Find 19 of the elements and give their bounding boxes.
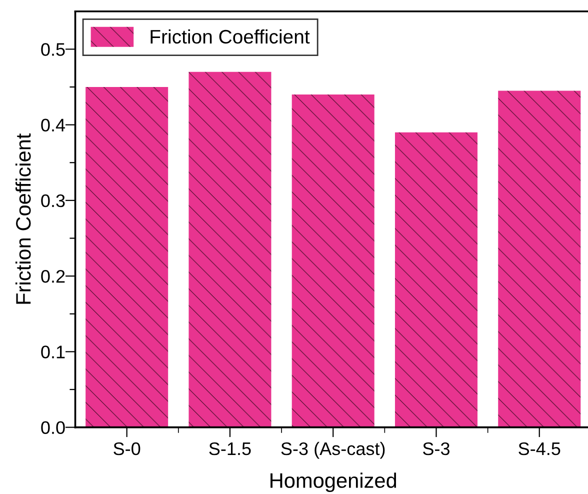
y-tick-label: 0.2 <box>41 270 65 283</box>
x-axis-title: Homogenized <box>270 472 396 492</box>
x-tick-label: S-1.5 <box>209 442 251 456</box>
x-tick-label: S-3 <box>423 442 450 456</box>
bar <box>292 94 374 428</box>
y-tick-label: 0.0 <box>41 421 65 434</box>
x-tick-label: S-3 (As-cast) <box>281 442 385 459</box>
legend-label: Friction Coefficient <box>150 29 310 44</box>
y-axis-title: Friction Coefficient <box>15 133 31 304</box>
y-tick-label: 0.3 <box>41 194 65 208</box>
x-tick-label: S-0 <box>114 442 140 456</box>
bar <box>394 132 478 428</box>
y-tick-label: 0.1 <box>41 346 65 358</box>
x-tick-label: S-4.5 <box>518 442 560 456</box>
bar <box>86 86 168 428</box>
bar <box>498 90 581 428</box>
bar <box>188 72 272 428</box>
y-tick-label: 0.5 <box>41 43 65 56</box>
y-tick-label: 0.4 <box>41 118 66 132</box>
